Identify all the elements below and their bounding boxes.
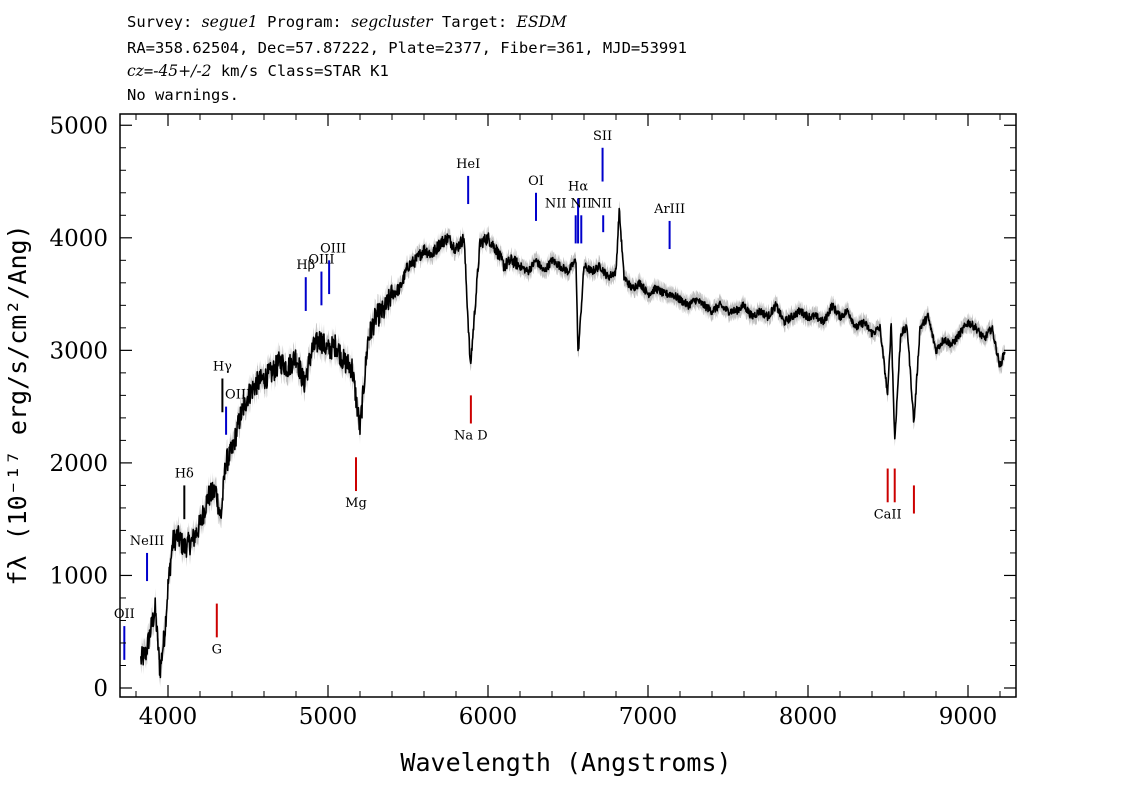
line-label: Mg — [345, 496, 367, 511]
line-label: OIII — [320, 241, 346, 256]
line-label: OI — [528, 174, 544, 189]
cz-prefix: cz — [127, 62, 144, 80]
x-tick-label: 4000 — [139, 704, 198, 730]
line-label: OIII — [225, 388, 251, 403]
line-label: Hα — [568, 179, 588, 194]
y-tick-label: 3000 — [49, 338, 108, 364]
line-label: NII — [570, 196, 592, 211]
line-label: Hβ — [296, 258, 315, 273]
line-label: Hγ — [213, 359, 232, 374]
y-tick-label: 4000 — [49, 226, 108, 252]
line-label: G — [212, 642, 222, 657]
line-label: NII — [545, 196, 567, 211]
target-label: Target: — [441, 13, 508, 31]
header-line-2: RA=358.62504, Dec=57.87222, Plate=2377, … — [127, 39, 687, 57]
plot-frame — [119, 113, 1017, 698]
flux-line — [140, 207, 1006, 679]
flux-layer — [140, 207, 1006, 679]
cz-suffix: km/s Class=STAR K1 — [220, 62, 389, 80]
header-line-1: Survey: segue1 Program: segcluster Targe… — [127, 13, 567, 31]
y-tick-label: 0 — [93, 676, 108, 702]
line-label: CaII — [874, 507, 902, 522]
line-label: ArIII — [653, 202, 685, 217]
survey-value: segue1 — [201, 13, 258, 31]
x-tick-label: 5000 — [299, 704, 358, 730]
survey-label: Survey: — [127, 13, 193, 31]
line-label: OII — [114, 607, 135, 622]
flux-error-band — [140, 200, 1005, 688]
header-line-3: cz=-45+/-2 km/s Class=STAR K1 — [127, 62, 389, 80]
program-value: segcluster — [351, 13, 433, 31]
y-tick-label: 5000 — [49, 113, 108, 139]
program-label: Program: — [267, 13, 342, 31]
line-label: SII — [593, 129, 612, 144]
x-tick-label: 8000 — [779, 704, 838, 730]
y-tick-label: 2000 — [49, 451, 108, 477]
x-tick-label: 9000 — [939, 704, 998, 730]
line-label: Hδ — [175, 466, 194, 481]
error-band-layer — [140, 200, 1005, 688]
x-tick-label: 7000 — [619, 704, 678, 730]
x-tick-label: 6000 — [459, 704, 518, 730]
line-label: NeIII — [130, 534, 164, 549]
line-label: NII — [590, 196, 612, 211]
line-label: Na D — [454, 429, 488, 444]
y-axis-ticks: 0 1000 2000 3000 4000 5000 — [49, 113, 1016, 702]
cz-value: -45+/-2 — [153, 62, 212, 80]
y-axis-title: fλ (10⁻¹⁷ erg/s/cm²/Ang) — [3, 224, 32, 585]
cz-eq: = — [143, 62, 154, 80]
line-label: OIII — [308, 253, 334, 268]
x-axis-title: Wavelength (Angstroms) — [400, 748, 731, 777]
line-label: HeI — [456, 157, 480, 172]
x-axis-ticks: 4000 5000 6000 7000 8000 9000 — [135, 114, 1001, 730]
header-line-4: No warnings. — [127, 86, 239, 104]
target-value: ESDM — [516, 13, 567, 31]
y-tick-label: 1000 — [49, 563, 108, 589]
